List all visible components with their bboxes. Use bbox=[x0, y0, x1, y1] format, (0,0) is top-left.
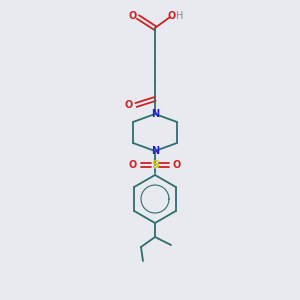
Text: N: N bbox=[151, 109, 159, 119]
Text: O: O bbox=[125, 100, 133, 110]
Text: S: S bbox=[151, 160, 159, 170]
Text: N: N bbox=[151, 146, 159, 156]
Text: O: O bbox=[129, 160, 137, 170]
Text: H: H bbox=[176, 11, 184, 21]
Text: O: O bbox=[168, 11, 176, 21]
Text: O: O bbox=[173, 160, 181, 170]
Text: O: O bbox=[129, 11, 137, 21]
